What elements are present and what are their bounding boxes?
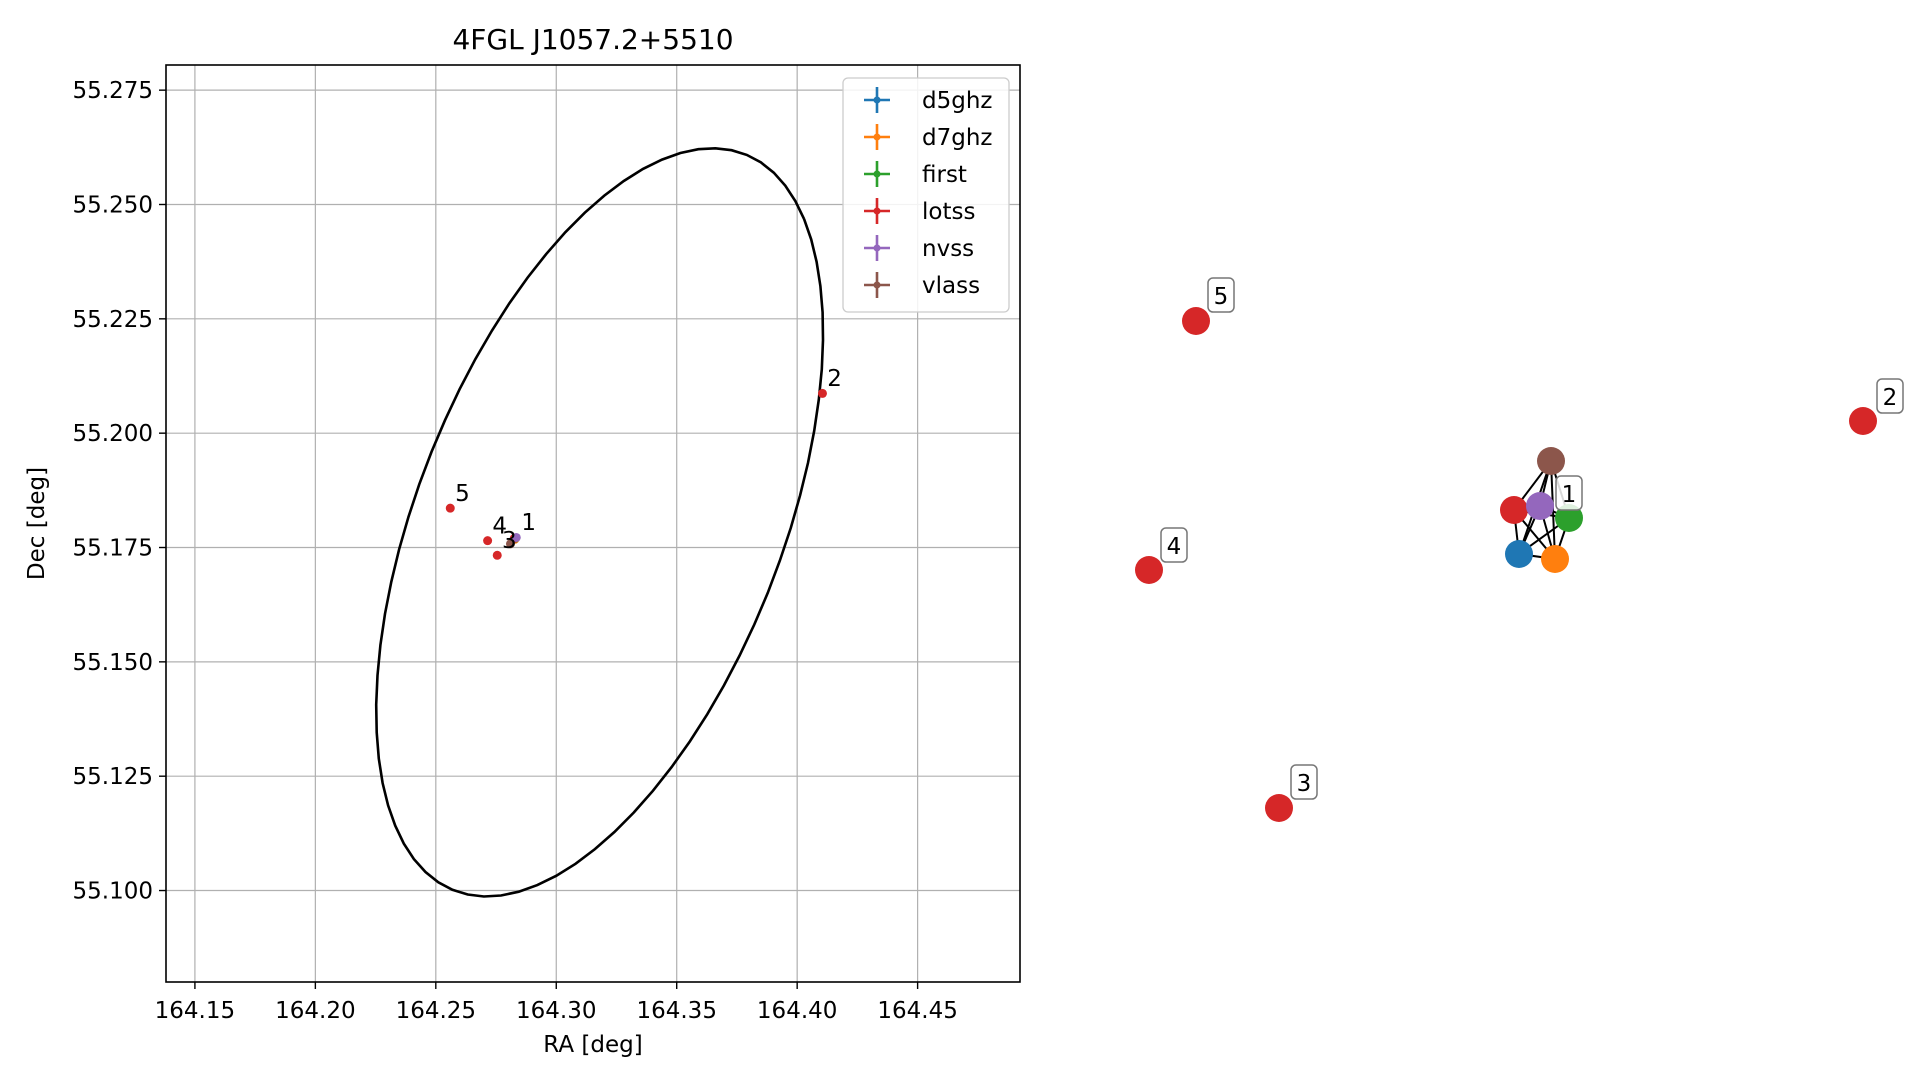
node-label-text: 5	[1214, 284, 1229, 310]
x-tick-label: 164.45	[877, 998, 957, 1024]
legend-marker-dot	[873, 96, 881, 104]
legend: d5ghz d7ghz first lotss nvss vlass	[842, 77, 1010, 313]
graph-node-vlass-1	[1537, 447, 1565, 475]
vlass-point	[505, 539, 515, 549]
lotss-point	[817, 388, 827, 398]
point-annotations: 1 2 345	[455, 366, 842, 554]
graph-nodes	[1135, 307, 1877, 822]
point-annotation: 4	[492, 513, 507, 539]
legend-label-vlass: vlass	[922, 273, 980, 299]
node-label-box	[1160, 527, 1188, 563]
point-annotation: 5	[455, 481, 470, 507]
nvss-point	[511, 532, 521, 542]
legend-marker-dot	[873, 133, 881, 141]
axes-frame	[165, 64, 1021, 983]
y-axis-ticks: 55.100 55.125 55.150 55.175 55.200 55.225 55.2…	[73, 78, 166, 905]
lotss-point	[445, 503, 455, 513]
x-tick-label: 164.15	[155, 998, 235, 1024]
graph-node-first-1	[1555, 504, 1583, 532]
graph-node-lotss-1	[1500, 496, 1528, 524]
node-label-box	[1290, 764, 1318, 800]
point-annotation: 1	[521, 510, 536, 536]
lotss-point	[492, 550, 502, 560]
lotss-point	[483, 536, 493, 546]
graph-node-lotss-2	[1849, 407, 1877, 435]
node-label-text: 3	[1297, 771, 1312, 797]
legend-label-first: first	[922, 162, 967, 188]
y-tick-label: 55.175	[73, 536, 153, 562]
node-label-box	[1876, 378, 1904, 414]
x-tick-label: 164.40	[757, 998, 837, 1024]
legend-label-d7ghz: d7ghz	[922, 125, 992, 151]
graph-node-lotss-3	[1265, 794, 1293, 822]
legend-marker-dot	[873, 281, 881, 289]
y-tick-label: 55.250	[73, 192, 153, 218]
data-points	[445, 388, 827, 560]
node-label-text: 4	[1167, 534, 1182, 560]
y-axis-label: Dec [deg]	[24, 467, 50, 580]
y-tick-label: 55.125	[73, 764, 153, 790]
graph-node-nvss-1	[1526, 492, 1554, 520]
legend-marker-dot	[873, 207, 881, 215]
localization-ellipse	[374, 146, 825, 898]
legend-marker-dot	[873, 170, 881, 178]
node-label-text: 2	[1883, 385, 1898, 411]
x-tick-label: 164.25	[396, 998, 476, 1024]
point-annotation: 3	[502, 528, 517, 554]
y-tick-label: 55.225	[73, 307, 153, 333]
graph-node-labels: 1 2 3 4 5	[1160, 277, 1904, 800]
graph-node-d5ghz-1	[1505, 540, 1533, 568]
x-axis-label: RA [deg]	[543, 1032, 642, 1058]
legend-marker-dot	[873, 244, 881, 252]
chart-title: 4FGL J1057.2+5510	[452, 23, 733, 56]
y-tick-label: 55.100	[73, 879, 153, 905]
graph-node-d7ghz-1	[1541, 545, 1569, 573]
node-label-box	[1207, 277, 1235, 313]
node-label-box	[1555, 475, 1583, 511]
y-tick-label: 55.150	[73, 650, 153, 676]
y-tick-label: 55.200	[73, 421, 153, 447]
graph-node-lotss-4	[1135, 556, 1163, 584]
legend-label-lotss: lotss	[922, 199, 975, 225]
y-tick-label: 55.275	[73, 78, 153, 104]
graph-node-lotss-5	[1182, 307, 1210, 335]
network-graph: 1 2 3 4 5	[1135, 277, 1904, 822]
x-tick-label: 164.35	[636, 998, 716, 1024]
x-tick-label: 164.30	[516, 998, 596, 1024]
x-tick-label: 164.20	[275, 998, 355, 1024]
x-axis-ticks: 164.15 164.20 164.25 164.30 164.35 164.40 164.…	[155, 982, 958, 1024]
legend-label-nvss: nvss	[922, 236, 974, 262]
point-annotation: 2	[827, 366, 842, 392]
node-label-text: 1	[1562, 482, 1577, 508]
legend-label-d5ghz: d5ghz	[922, 88, 992, 114]
